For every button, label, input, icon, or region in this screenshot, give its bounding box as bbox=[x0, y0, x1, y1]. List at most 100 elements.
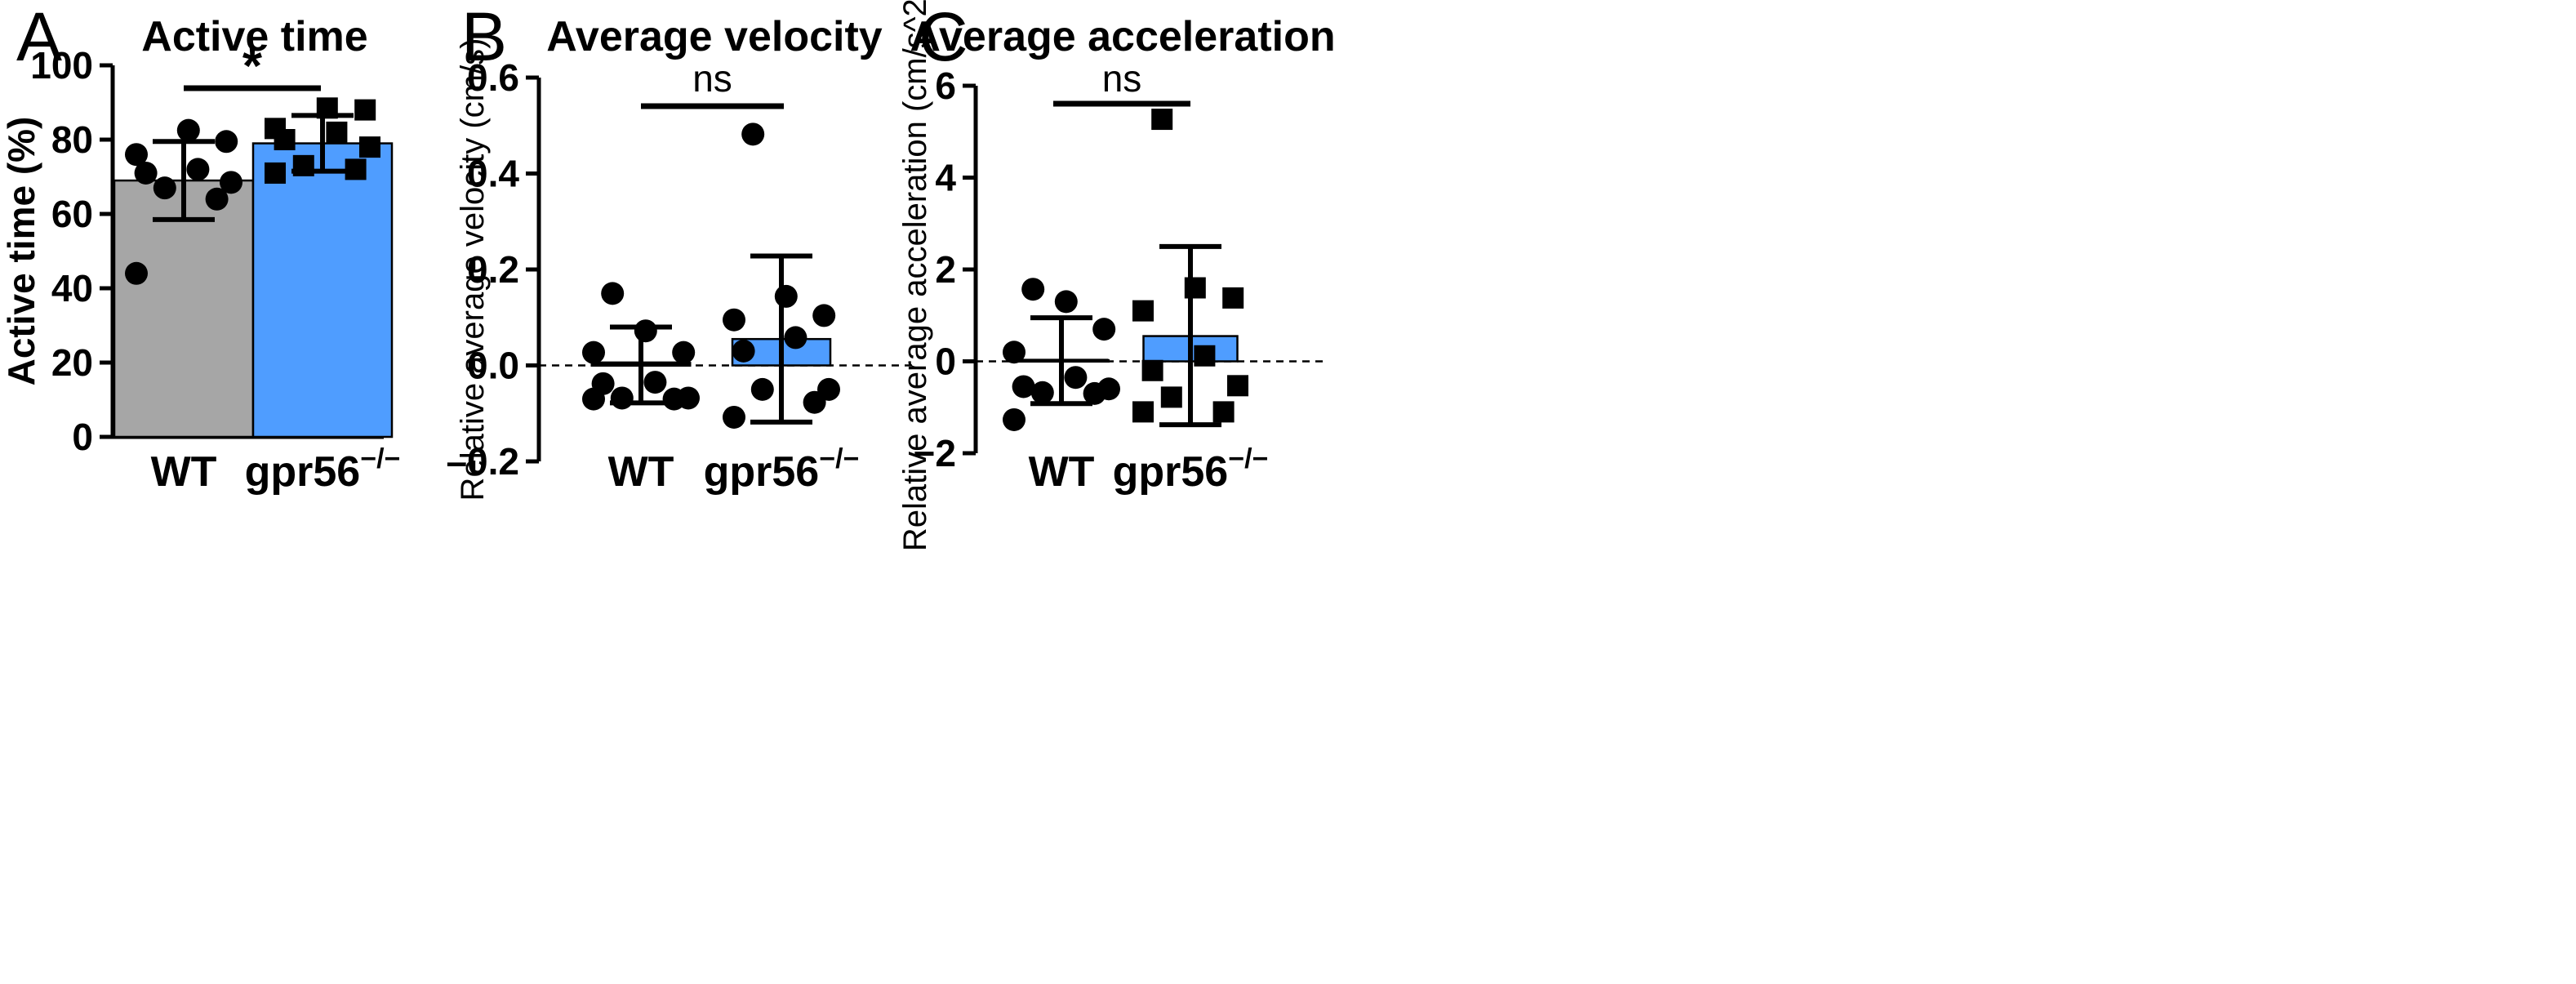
data-point bbox=[1097, 377, 1120, 401]
data-point bbox=[723, 405, 745, 429]
bar bbox=[251, 142, 394, 439]
data-point bbox=[215, 130, 238, 154]
data-point bbox=[812, 304, 836, 327]
data-point bbox=[1030, 381, 1054, 404]
category-superscript: −/− bbox=[360, 443, 400, 474]
data-point bbox=[1132, 300, 1154, 322]
category-superscript: −/− bbox=[1228, 443, 1268, 474]
y-tick-label: 60 bbox=[51, 193, 93, 235]
data-point bbox=[774, 284, 798, 308]
data-point bbox=[265, 162, 286, 184]
category-label: gpr56−/− bbox=[245, 443, 401, 496]
y-tick-label: 2 bbox=[935, 248, 956, 291]
y-tick-label: 4 bbox=[935, 157, 956, 199]
data-point bbox=[1012, 375, 1035, 398]
y-tick-label: −2 bbox=[914, 432, 956, 474]
data-point bbox=[1227, 375, 1248, 397]
category-name: gpr56 bbox=[245, 448, 361, 496]
category-label: WT bbox=[1029, 448, 1095, 496]
category-label: WT bbox=[151, 448, 217, 496]
data-point bbox=[326, 121, 348, 143]
data-point bbox=[610, 386, 634, 410]
y-tick-label: 0.4 bbox=[467, 153, 519, 195]
data-point bbox=[591, 372, 615, 395]
data-point bbox=[601, 282, 625, 305]
data-point bbox=[817, 377, 840, 401]
y-tick-label: 0.6 bbox=[467, 56, 519, 99]
data-point bbox=[125, 261, 148, 285]
significance-label: * bbox=[242, 38, 263, 95]
category-label: gpr56−/− bbox=[704, 443, 860, 496]
data-point bbox=[1222, 287, 1244, 309]
panel-letter: C bbox=[919, 0, 968, 75]
data-point bbox=[1194, 345, 1216, 367]
data-point bbox=[1184, 277, 1206, 299]
category-name: WT bbox=[151, 448, 217, 496]
data-point bbox=[1092, 318, 1116, 341]
significance-label: ns bbox=[692, 57, 732, 100]
data-point bbox=[153, 176, 176, 200]
category-name: WT bbox=[1029, 448, 1095, 496]
panel-a: A Active time 0 20 40 60 80 100 Active time (%) W… bbox=[0, 0, 400, 496]
category-label: WT bbox=[608, 448, 674, 496]
data-point bbox=[643, 371, 667, 394]
data-point bbox=[672, 341, 696, 364]
data-point bbox=[1003, 407, 1026, 431]
category-superscript: −/− bbox=[819, 443, 859, 474]
data-point bbox=[1054, 290, 1078, 314]
data-point bbox=[1141, 359, 1163, 381]
y-tick-label: –0.2 bbox=[446, 440, 519, 483]
y-axis-label: Active time (%) bbox=[0, 117, 42, 386]
panel-b: B Average velocity –0.2 0.0 0.2 0.4 0.6Relativ… bbox=[446, 0, 914, 501]
category-name: gpr56 bbox=[1113, 448, 1229, 496]
data-point bbox=[359, 136, 380, 158]
y-axis-label: Relative average velocity (cm/s) bbox=[455, 38, 491, 501]
data-point bbox=[732, 339, 755, 363]
y-tick-label: 20 bbox=[51, 341, 93, 384]
data-point bbox=[1003, 341, 1026, 364]
y-tick-label: 100 bbox=[30, 44, 93, 87]
data-point bbox=[186, 158, 210, 181]
data-point bbox=[1064, 366, 1088, 390]
y-tick-label: 0 bbox=[935, 341, 956, 383]
data-point bbox=[125, 143, 148, 167]
data-point bbox=[345, 158, 367, 180]
data-point bbox=[176, 118, 200, 142]
y-tick-label: 6 bbox=[935, 65, 956, 107]
y-tick-label: 80 bbox=[51, 118, 93, 161]
data-point bbox=[723, 308, 745, 332]
data-point bbox=[292, 154, 314, 176]
data-point bbox=[1212, 401, 1235, 423]
data-point bbox=[205, 187, 229, 211]
data-point bbox=[741, 122, 765, 146]
panel-letter: A bbox=[16, 0, 62, 75]
y-tick-label: 40 bbox=[51, 267, 93, 309]
category-name: WT bbox=[608, 448, 674, 496]
category-label: gpr56−/− bbox=[1113, 443, 1269, 496]
data-point bbox=[1021, 278, 1045, 301]
y-axis-label: Relative average acceleration (cm/s^2) bbox=[897, 0, 933, 551]
data-point bbox=[677, 386, 700, 410]
data-point bbox=[634, 319, 657, 343]
data-point bbox=[1160, 386, 1182, 408]
y-tick-label: 0.2 bbox=[467, 248, 519, 291]
category-name: gpr56 bbox=[704, 448, 820, 496]
data-point bbox=[750, 377, 774, 401]
chart-title: Average velocity bbox=[546, 13, 882, 60]
panel-letter: B bbox=[461, 0, 507, 75]
data-point bbox=[1132, 401, 1154, 423]
data-point bbox=[220, 171, 242, 194]
chart-title: Average acceleration bbox=[910, 13, 1335, 60]
data-point bbox=[1151, 109, 1173, 131]
data-point bbox=[134, 161, 158, 185]
significance-label: ns bbox=[1102, 57, 1142, 100]
data-point bbox=[354, 99, 376, 121]
data-point bbox=[582, 341, 605, 364]
data-point bbox=[316, 97, 338, 119]
y-tick-label: 0.0 bbox=[467, 345, 519, 387]
data-point bbox=[265, 118, 286, 140]
data-point bbox=[784, 326, 808, 350]
chart-title: Active time bbox=[141, 13, 367, 60]
